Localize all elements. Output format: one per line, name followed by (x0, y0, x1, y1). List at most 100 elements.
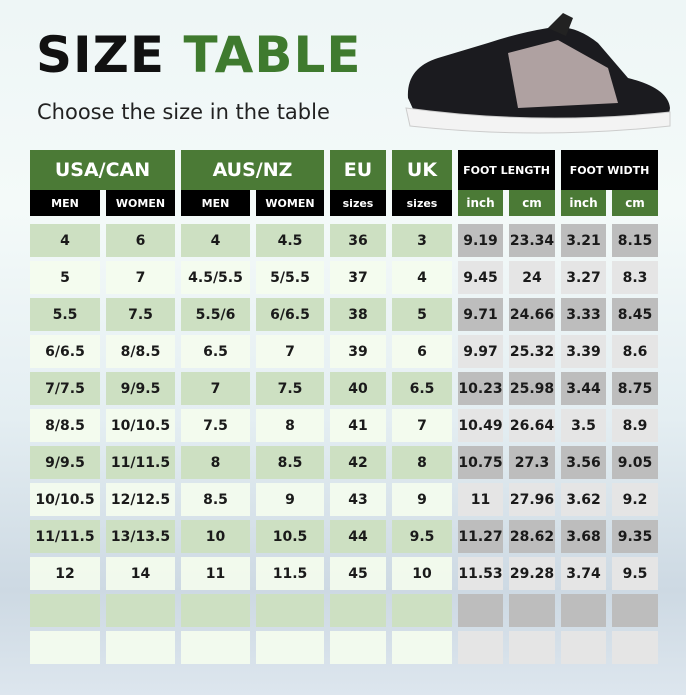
table-cell: 42 (330, 446, 386, 479)
table-cell: 3.39 (561, 335, 606, 368)
sub-header: cm (612, 190, 658, 216)
table-cell: 9.71 (458, 298, 503, 331)
table-cell: 7 (106, 261, 175, 294)
table-cell (561, 631, 606, 664)
table-cell: 11.53 (458, 557, 503, 590)
table-cell: 24.66 (509, 298, 555, 331)
table-cell: 43 (330, 483, 386, 516)
table-cell: 6.5 (392, 372, 452, 405)
table-cell (509, 594, 555, 627)
table-cell: 3.33 (561, 298, 606, 331)
header-group: USA/CAN (30, 150, 175, 190)
table-cell: 11.27 (458, 520, 503, 553)
table-cell: 7 (256, 335, 324, 368)
table-cell: 8 (256, 409, 324, 442)
table-cell: 9.2 (612, 483, 658, 516)
table-cell: 9 (256, 483, 324, 516)
table-cell: 3.62 (561, 483, 606, 516)
header-group: AUS/NZ (181, 150, 324, 190)
sub-header: sizes (330, 190, 386, 216)
sub-header: WOMEN (106, 190, 175, 216)
header-group: FOOT LENGTH (458, 150, 555, 190)
table-cell: 10/10.5 (30, 483, 100, 516)
table-cell: 3.5 (561, 409, 606, 442)
table-cell (392, 594, 452, 627)
table-cell: 27.96 (509, 483, 555, 516)
table-cell: 41 (330, 409, 386, 442)
table-cell: 4.5 (256, 224, 324, 257)
shoe-image (405, 13, 671, 134)
table-cell: 9/9.5 (106, 372, 175, 405)
table-cell: 40 (330, 372, 386, 405)
table-cell: 8/8.5 (106, 335, 175, 368)
table-cell: 11.5 (256, 557, 324, 590)
table-cell: 8.15 (612, 224, 658, 257)
table-cell: 6/6.5 (30, 335, 100, 368)
table-cell: 5.5 (30, 298, 100, 331)
sub-header: MEN (181, 190, 250, 216)
sub-header: inch (561, 190, 606, 216)
table-cell: 39 (330, 335, 386, 368)
table-cell: 7.5 (256, 372, 324, 405)
title-table: TABLE (183, 26, 362, 84)
table-cell: 8.75 (612, 372, 658, 405)
table-cell: 8.6 (612, 335, 658, 368)
table-cell: 9/9.5 (30, 446, 100, 479)
sub-header: WOMEN (256, 190, 324, 216)
table-cell: 3.68 (561, 520, 606, 553)
table-cell: 28.62 (509, 520, 555, 553)
table-cell: 3.44 (561, 372, 606, 405)
table-cell: 11/11.5 (106, 446, 175, 479)
table-cell: 25.98 (509, 372, 555, 405)
table-cell: 9.05 (612, 446, 658, 479)
table-cell: 36 (330, 224, 386, 257)
table-cell: 27.3 (509, 446, 555, 479)
table-cell: 11 (181, 557, 250, 590)
table-cell: 14 (106, 557, 175, 590)
table-cell: 38 (330, 298, 386, 331)
sub-header: inch (458, 190, 503, 216)
sub-header: MEN (30, 190, 100, 216)
table-cell: 7 (181, 372, 250, 405)
table-cell: 4 (392, 261, 452, 294)
table-cell: 9.97 (458, 335, 503, 368)
table-cell: 11 (458, 483, 503, 516)
table-cell: 6.5 (181, 335, 250, 368)
table-cell: 11/11.5 (30, 520, 100, 553)
table-cell (561, 594, 606, 627)
table-cell (30, 594, 100, 627)
table-cell: 10.23 (458, 372, 503, 405)
table-cell: 7 (392, 409, 452, 442)
table-cell: 8 (181, 446, 250, 479)
header-group: EU (330, 150, 386, 190)
table-cell: 25.32 (509, 335, 555, 368)
table-cell: 12 (30, 557, 100, 590)
table-cell: 9 (392, 483, 452, 516)
table-cell (330, 594, 386, 627)
table-cell: 29.28 (509, 557, 555, 590)
table-cell: 10/10.5 (106, 409, 175, 442)
table-cell: 10.75 (458, 446, 503, 479)
table-cell (392, 631, 452, 664)
table-cell (256, 594, 324, 627)
table-cell (612, 594, 658, 627)
table-cell: 3 (392, 224, 452, 257)
table-cell (458, 631, 503, 664)
table-cell: 9.35 (612, 520, 658, 553)
table-cell: 44 (330, 520, 386, 553)
table-cell: 5 (392, 298, 452, 331)
sub-header: sizes (392, 190, 452, 216)
table-cell: 8.9 (612, 409, 658, 442)
table-cell: 10.5 (256, 520, 324, 553)
table-cell (458, 594, 503, 627)
table-cell: 9.5 (612, 557, 658, 590)
table-cell: 5 (30, 261, 100, 294)
table-cell: 3.27 (561, 261, 606, 294)
table-cell: 5.5/6 (181, 298, 250, 331)
table-cell (181, 594, 250, 627)
table-cell (612, 631, 658, 664)
table-cell: 8.5 (181, 483, 250, 516)
table-cell: 8.45 (612, 298, 658, 331)
table-cell: 4 (30, 224, 100, 257)
sub-header: cm (509, 190, 555, 216)
